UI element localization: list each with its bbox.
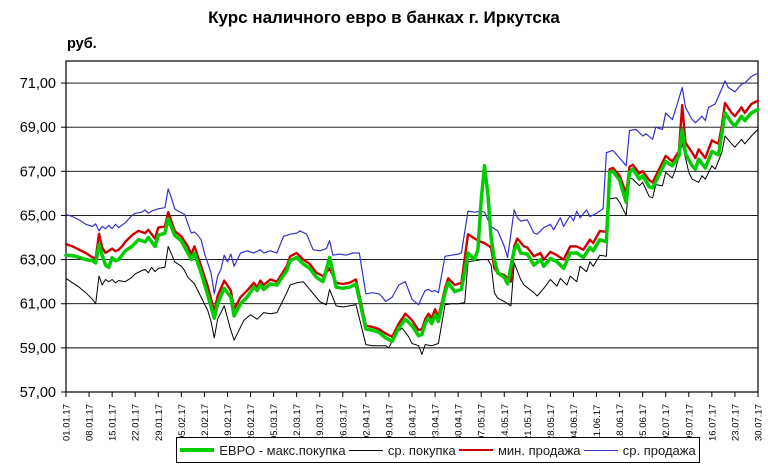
x-tick-label: 09.07.17: [684, 404, 695, 441]
x-tick-label: 12.02.17: [200, 404, 211, 441]
x-tick-label: 07.05.17: [477, 404, 488, 441]
x-tick-label: 08.01.17: [85, 404, 96, 441]
x-tick-label: 02.04.17: [361, 404, 372, 441]
x-tick-label: 30.07.17: [754, 404, 765, 441]
y-tick-label: 65,00: [20, 208, 56, 224]
legend-line-swatch: [583, 449, 618, 451]
legend-label: мин. продажа: [497, 442, 581, 458]
x-tick-label: 23.07.17: [730, 404, 741, 441]
chart-title: Курс наличного евро в банках г. Иркутска: [208, 8, 560, 27]
x-tick-label: 21.05.17: [523, 404, 534, 441]
x-tick-label: 19.03.17: [315, 404, 326, 441]
legend-item: мин. продажа: [458, 442, 581, 458]
legend-label: ЕВРО - макс.покупка: [219, 442, 346, 458]
y-tick-label: 63,00: [20, 253, 56, 269]
x-tick-label: 19.02.17: [223, 404, 234, 441]
series-line-4: [65, 72, 759, 306]
x-tick-label: 09.04.17: [384, 404, 395, 441]
x-tick-label: 28.05.17: [546, 404, 557, 441]
x-tick-label: 23.04.17: [431, 404, 442, 441]
legend: ЕВРО - макс.покупка ср. покупка мин. прода…: [176, 437, 700, 463]
x-tick-label: 30.04.17: [454, 404, 465, 441]
legend-item: ЕВРО - макс.покупка: [180, 442, 346, 458]
x-tick-label: 25.06.17: [638, 404, 649, 441]
legend-line-swatch: [180, 448, 215, 452]
legend-line-swatch: [348, 449, 383, 451]
y-tick-label: 59,00: [20, 341, 56, 357]
x-tick-label: 16.07.17: [707, 404, 718, 441]
x-tick-label: 05.02.17: [177, 404, 188, 441]
x-tick-label: 05.03.17: [269, 404, 280, 441]
legend-item: ср. покупка: [348, 442, 456, 458]
x-tick-label: 11.06.17: [592, 405, 603, 441]
y-tick-label: 57,00: [20, 385, 56, 401]
y-axis-unit-label: руб.: [67, 36, 97, 52]
series-line-3: [64, 99, 760, 338]
x-tick-label: 14.05.17: [500, 404, 511, 441]
x-tick-label: 01.01.17: [62, 404, 73, 441]
x-tick-label: 16.04.17: [408, 404, 419, 441]
y-tick-label: 71,00: [20, 76, 56, 92]
y-tick-label: 61,00: [20, 297, 56, 313]
legend-item: ср. продажа: [583, 442, 696, 458]
x-tick-label: 02.07.17: [661, 404, 672, 441]
series-line-2: [65, 128, 759, 355]
y-tick-label: 67,00: [20, 164, 56, 180]
x-tick-label: 04.06.17: [569, 404, 580, 441]
legend-label: ср. покупка: [387, 442, 456, 458]
x-tick-label: 26.03.17: [338, 404, 349, 441]
x-tick-label: 22.01.17: [131, 404, 142, 441]
y-tick-label: 69,00: [20, 120, 56, 136]
x-tick-label: 15.01.17: [108, 404, 119, 441]
legend-line-swatch: [458, 449, 493, 451]
x-tick-label: 12.03.17: [292, 404, 303, 441]
x-tick-label: 26.02.17: [246, 404, 257, 441]
legend-label: ср. продажа: [622, 442, 696, 458]
series-line-1: [64, 107, 760, 343]
x-tick-label: 29.01.17: [154, 404, 165, 441]
x-tick-label: 18.06.17: [615, 404, 626, 441]
plot-border: [65, 60, 759, 393]
